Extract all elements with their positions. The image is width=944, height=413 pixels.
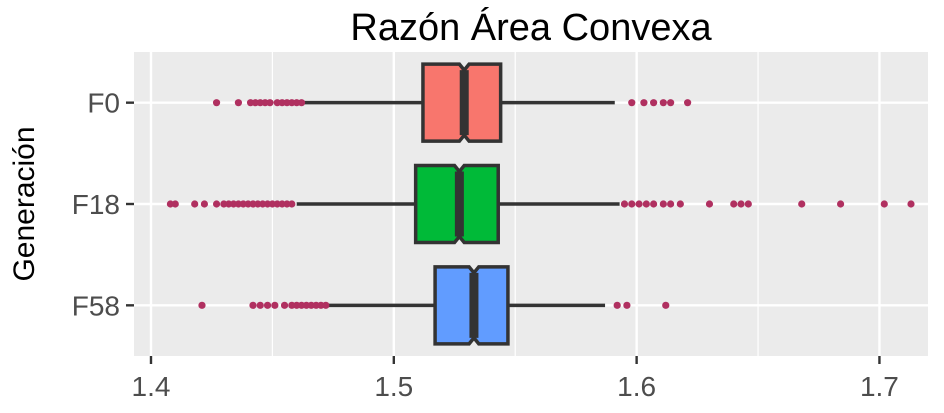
outlier-point xyxy=(659,99,667,107)
outlier-point xyxy=(263,301,272,309)
outlier-point xyxy=(667,200,675,208)
x-tick-label: 1.7 xyxy=(860,371,899,402)
outlier-point xyxy=(659,200,667,208)
box-f0 xyxy=(212,62,692,143)
x-tick-label: 1.5 xyxy=(374,371,413,402)
outlier-point xyxy=(191,200,199,208)
outlier-point xyxy=(288,200,296,208)
outlier-point xyxy=(642,200,650,208)
outlier-point xyxy=(212,200,221,208)
outlier-point xyxy=(280,301,289,309)
box-f58 xyxy=(198,265,670,346)
outlier-point xyxy=(640,99,648,107)
outlier-point xyxy=(880,200,888,208)
outlier-point xyxy=(271,301,279,309)
outlier-point xyxy=(266,99,274,107)
box-series xyxy=(166,62,915,346)
x-tick-label: 1.4 xyxy=(132,371,171,402)
outlier-point xyxy=(198,301,206,309)
outlier-point xyxy=(667,99,675,107)
outlier-point xyxy=(234,99,243,107)
outlier-point xyxy=(628,200,636,208)
outlier-point xyxy=(650,200,658,208)
outlier-point xyxy=(662,301,670,309)
y-axis-title: Generación xyxy=(8,126,41,281)
outlier-point xyxy=(297,99,306,107)
outlier-point xyxy=(650,99,658,107)
outlier-point xyxy=(628,99,636,107)
axes: 1.4 1.5 1.6 1.7 F0 F18 F58 xyxy=(72,88,899,402)
outlier-point xyxy=(730,200,738,208)
y-tick-label: F18 xyxy=(72,189,120,220)
outlier-point xyxy=(256,301,264,309)
outlier-point xyxy=(676,200,684,208)
outlier-point xyxy=(836,200,845,208)
outlier-point xyxy=(798,200,806,208)
outlier-point xyxy=(705,200,714,208)
box-f18 xyxy=(166,163,915,245)
outlier-point xyxy=(623,301,631,309)
outlier-point xyxy=(613,301,621,309)
outlier-point xyxy=(620,200,629,208)
x-tick-label: 1.6 xyxy=(617,371,656,402)
outlier-point xyxy=(907,200,915,208)
y-tick-label: F58 xyxy=(72,290,120,321)
outlier-point xyxy=(684,99,692,107)
outlier-point xyxy=(200,200,209,208)
outlier-point xyxy=(322,301,330,309)
outlier-point xyxy=(635,200,643,208)
outlier-point xyxy=(171,200,179,208)
outlier-point xyxy=(212,99,221,107)
outlier-point xyxy=(744,200,752,208)
outlier-point xyxy=(249,301,257,309)
outlier-point xyxy=(737,200,745,208)
chart-title: Razón Área Convexa xyxy=(350,6,712,49)
y-tick-label: F0 xyxy=(87,88,120,119)
